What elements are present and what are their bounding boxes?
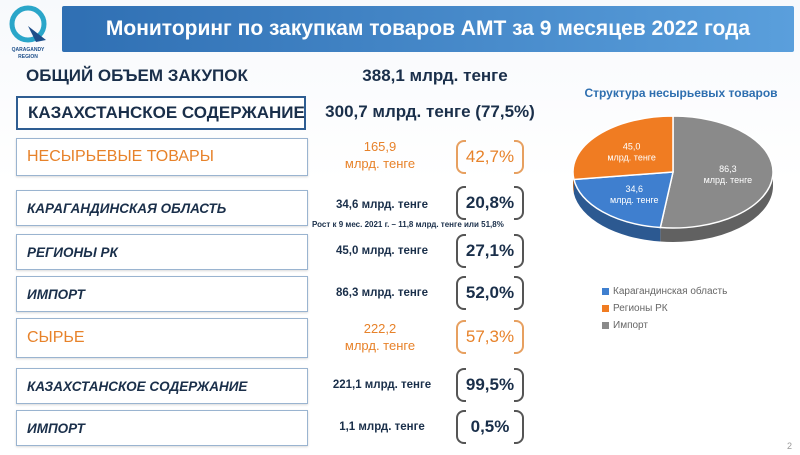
percent-badge: 20,8% xyxy=(456,186,524,220)
value-number: 165,9 xyxy=(363,139,397,154)
row-label: КАРАГАНДИНСКАЯ ОБЛАСТЬ xyxy=(27,200,227,216)
percent-value: 27,1% xyxy=(465,241,515,260)
growth-note: Рост к 9 мес. 2021 г. – 11,8 млрд. тенге… xyxy=(312,220,504,229)
pie-label-value: 34,6 xyxy=(625,184,643,194)
logo-text-1: QARAGANDY xyxy=(12,47,45,53)
legend-label: Импорт xyxy=(613,320,648,331)
page-number: 2 xyxy=(786,441,792,451)
value-unit: млрд. тенге xyxy=(344,338,416,353)
legend-item-regions: Регионы РК xyxy=(602,303,668,314)
logo-text-2: REGION xyxy=(18,54,38,60)
percent-value: 57,3% xyxy=(465,327,515,346)
pie-slice xyxy=(572,115,674,181)
row-value: 45,0 млрд. тенге xyxy=(336,245,428,257)
legend-label: Регионы РК xyxy=(613,303,668,314)
row-karaganda: КАРАГАНДИНСКАЯ ОБЛАСТЬ xyxy=(16,190,308,226)
row-raw: СЫРЬЕ xyxy=(16,318,308,358)
percent-value: 0,5% xyxy=(470,417,510,436)
value-unit: млрд. тенге xyxy=(344,156,416,171)
row-label: РЕГИОНЫ РК xyxy=(27,244,118,260)
row-value: 165,9 млрд. тенге xyxy=(330,138,430,172)
pie-slice-side xyxy=(573,179,661,242)
pie-label-value: 45,0 xyxy=(623,142,641,152)
row-value: 388,1 млрд. тенге xyxy=(362,66,508,85)
percent-badge: 0,5% xyxy=(456,410,524,444)
pie-label-unit: млрд. тенге xyxy=(704,175,753,185)
row-total: ОБЩИЙ ОБЪЕМ ЗАКУПОК xyxy=(16,62,306,90)
percent-badge: 52,0% xyxy=(456,276,524,310)
row-regions: РЕГИОНЫ РК xyxy=(16,234,308,270)
percent-value: 42,7% xyxy=(465,147,515,166)
percent-badge: 99,5% xyxy=(456,368,524,402)
row-label: КАЗАХСТАНСКОЕ СОДЕРЖАНИЕ xyxy=(28,103,305,122)
value-number: 222,2 xyxy=(363,321,397,336)
legend-swatch xyxy=(602,305,609,312)
row-value: 221,1 млрд. тенге xyxy=(332,379,432,391)
page-title: Мониторинг по закупкам товаров АМТ за 9 … xyxy=(105,17,751,40)
row-kz-content-raw: КАЗАХСТАНСКОЕ СОДЕРЖАНИЕ xyxy=(16,368,308,404)
row-non-raw: НЕСЫРЬЕВЫЕ ТОВАРЫ xyxy=(16,138,308,176)
row-value: 1,1 млрд. тенге xyxy=(339,421,425,433)
legend-item-karaganda: Карагандинская область xyxy=(602,286,727,297)
percent-badge: 27,1% xyxy=(456,234,524,268)
row-import: ИМПОРТ xyxy=(16,276,308,312)
row-label: ИМПОРТ xyxy=(27,420,85,436)
pie-slice-side xyxy=(660,172,773,242)
pie-label-value: 86,3 xyxy=(719,164,737,174)
row-value: 86,3 млрд. тенге xyxy=(336,287,428,299)
percent-badge: 57,3% xyxy=(456,320,524,354)
row-value: 34,6 млрд. тенге xyxy=(336,199,428,211)
row-kz-content: КАЗАХСТАНСКОЕ СОДЕРЖАНИЕ xyxy=(16,96,306,130)
legend-item-import: Импорт xyxy=(602,320,648,331)
row-label: СЫРЬЕ xyxy=(27,329,85,346)
row-label: КАЗАХСТАНСКОЕ СОДЕРЖАНИЕ xyxy=(27,378,248,394)
pie-slice xyxy=(572,171,674,229)
legend-label: Карагандинская область xyxy=(613,286,728,297)
title-bar: Мониторинг по закупкам товаров АМТ за 9 … xyxy=(62,6,794,52)
percent-value: 99,5% xyxy=(465,375,515,394)
pie-slice xyxy=(659,115,774,229)
pie-label-unit: млрд. тенге xyxy=(610,195,659,205)
legend-swatch xyxy=(602,322,609,329)
row-label: НЕСЫРЬЕВЫЕ ТОВАРЫ xyxy=(27,148,214,165)
row-import-raw: ИМПОРТ xyxy=(16,410,308,446)
percent-value: 52,0% xyxy=(465,283,515,302)
legend-swatch xyxy=(602,288,609,295)
row-label: ОБЩИЙ ОБЪЕМ ЗАКУПОК xyxy=(26,66,248,85)
row-value: 222,2 млрд. тенге xyxy=(330,320,430,354)
chart-title: Структура несырьевых товаров xyxy=(584,86,778,100)
region-logo: QARAGANDY REGION xyxy=(6,4,50,60)
pie-label-unit: млрд. тенге xyxy=(607,153,656,163)
row-label: ИМПОРТ xyxy=(27,286,85,302)
percent-badge: 42,7% xyxy=(456,140,524,174)
percent-value: 20,8% xyxy=(465,193,515,212)
row-value: 300,7 млрд. тенге (77,5%) xyxy=(325,102,535,121)
